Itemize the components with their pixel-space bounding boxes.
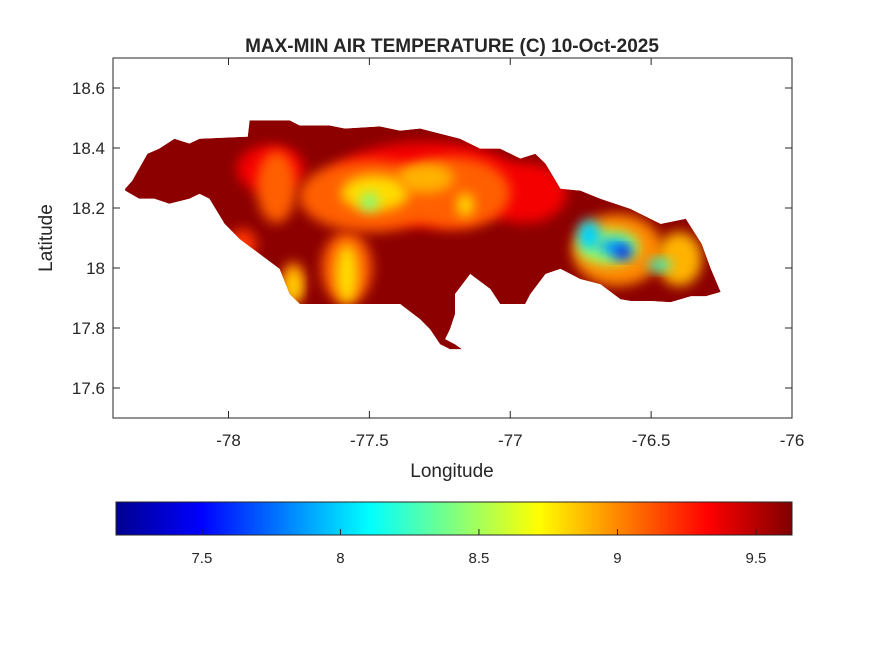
colorbar-tick-label: 8 (336, 550, 344, 567)
y-tick-label: 17.8 (72, 319, 105, 338)
colorbar-tick-label: 8.5 (469, 550, 490, 567)
x-axis-label: Longitude (410, 461, 493, 482)
heat-region (335, 244, 359, 304)
y-tick-label: 18.4 (72, 139, 105, 158)
colorbar-tick-label: 7.5 (191, 550, 212, 567)
heat-region (256, 151, 297, 223)
x-tick-label: -77 (498, 431, 523, 450)
colorbar-tick-label: 9 (613, 550, 621, 567)
heat-region (614, 247, 632, 259)
heat-region (648, 259, 671, 271)
heat-region (341, 175, 409, 211)
y-tick-label: 18.6 (72, 79, 105, 98)
y-tick-label: 18.2 (72, 199, 105, 218)
heat-region (397, 163, 454, 193)
colorbar (115, 501, 793, 536)
heat-region (286, 271, 301, 301)
land-heatmap (125, 120, 721, 350)
axes-box (112, 57, 793, 419)
chart-title: MAX-MIN AIR TEMPERATURE (C) 10-Oct-2025 (245, 36, 659, 57)
x-tick-label: -78 (216, 431, 241, 450)
heat-region (577, 220, 601, 250)
colorbar-ticks: 7.5 8 8.5 9 9.5 (191, 529, 766, 567)
y-axis-label: Latitude (36, 204, 57, 272)
colorbar-tick-label: 9.5 (746, 550, 767, 567)
x-tick-label: -76 (780, 431, 805, 450)
heat-region (656, 232, 702, 286)
x-tick-label: -77.5 (350, 431, 389, 450)
x-tick-label: -76.5 (632, 431, 671, 450)
y-tick-label: 18 (86, 259, 105, 278)
y-tick-label: 17.6 (72, 379, 105, 398)
x-axis: -78 -77.5 -77 -76.5 -76 (216, 58, 804, 450)
heat-region (456, 193, 474, 217)
heat-region (360, 193, 378, 211)
y-axis: 17.6 17.8 18 18.2 18.4 18.6 (72, 79, 792, 398)
